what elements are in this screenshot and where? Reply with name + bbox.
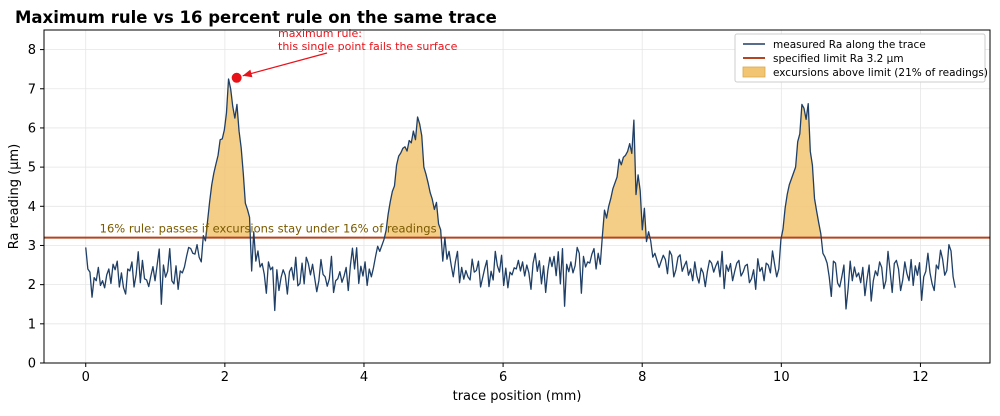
- fill-layer: [203, 78, 822, 238]
- y-tick-label: 2: [28, 278, 36, 293]
- y-axis-label: Ra reading (µm): [7, 144, 22, 249]
- y-tick-label: 6: [28, 121, 36, 136]
- legend-box: [734, 33, 986, 83]
- x-tick-label: 8: [638, 370, 646, 385]
- excursion-fill: [781, 103, 822, 238]
- y-tick-label: 0: [28, 357, 36, 372]
- x-tick-label: 0: [82, 370, 90, 385]
- legend: measured Ra along the trace specified li…: [734, 33, 988, 83]
- x-tick-label: 2: [221, 370, 229, 385]
- x-axis-label: trace position (mm): [453, 389, 582, 404]
- excursion-fill: [205, 78, 251, 238]
- y-tick-label: 7: [28, 82, 36, 97]
- legend-swatch-excursion: [742, 66, 766, 78]
- legend-label-trace: measured Ra along the trace: [773, 39, 926, 51]
- x-tick-label: 10: [773, 370, 790, 385]
- excursion-fill: [384, 116, 442, 238]
- y-tick-label: 8: [28, 43, 36, 58]
- chart-title: Maximum rule vs 16 percent rule on the s…: [15, 8, 497, 27]
- x-tick-label: 6: [499, 370, 507, 385]
- y-tick-label: 4: [28, 200, 36, 215]
- y-tick-label: 1: [28, 317, 36, 332]
- annotation-16-percent-rule: 16% rule: passes if excursions stay unde…: [100, 222, 437, 236]
- y-tick-label: 3: [28, 239, 36, 254]
- annotation-arrowhead: [242, 69, 253, 78]
- x-tick-label: 4: [360, 370, 368, 385]
- excursion-fill: [602, 120, 647, 238]
- annotation-arrow: [242, 52, 328, 77]
- plot-frame: [43, 29, 991, 364]
- y-tick-label: 5: [28, 161, 36, 176]
- legend-label-excursion: excursions above limit (21% of readings): [773, 67, 988, 79]
- annotation-max-rule-line1: maximum rule:: [278, 27, 362, 40]
- max-point-marker: [231, 72, 242, 83]
- x-tick-label: 12: [912, 370, 929, 385]
- annotation-max-rule-line2: this single point fails the surface: [278, 40, 458, 53]
- legend-label-limit: specified limit Ra 3.2 µm: [773, 53, 904, 65]
- trace-line: [85, 78, 956, 312]
